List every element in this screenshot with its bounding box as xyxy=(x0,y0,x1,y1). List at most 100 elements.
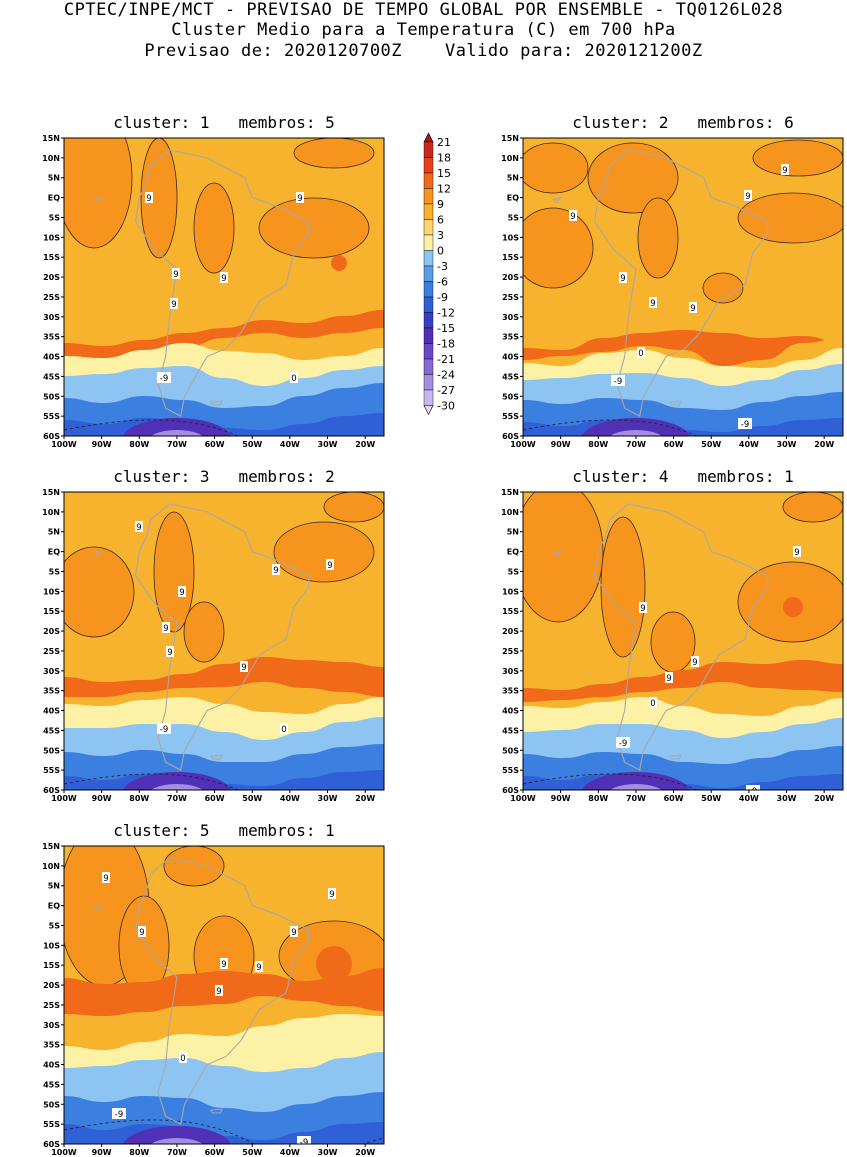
contour-label-bg xyxy=(637,347,645,358)
lat-tick-label: 20S xyxy=(502,273,519,282)
galapagos-outline xyxy=(92,196,103,204)
colorbar-level-label: -18 xyxy=(437,338,455,351)
lat-tick-label: 30S xyxy=(502,667,519,676)
contour-label-bg xyxy=(220,958,228,969)
contour-label: 9 xyxy=(291,928,296,938)
colorbar-swatch xyxy=(423,358,434,375)
temperature-field: 9 9 9 9 0 -9 -9 xyxy=(523,492,843,790)
lon-tick-label: 70W xyxy=(167,440,187,449)
lon-tick-label: 60W xyxy=(664,440,684,449)
lat-tick-label: 25S xyxy=(43,647,60,656)
contour-label-bg xyxy=(619,272,627,283)
lon-tick-label: 90W xyxy=(551,440,571,449)
cold-core-inner xyxy=(150,784,203,790)
contour-label-bg xyxy=(746,785,760,790)
lon-tick-label: 80W xyxy=(129,794,149,803)
map-panel-4: 9 9 9 9 0 -9 -9 15N 10N 5N EQ 5S 10S 15S 20S 25S 30S 35S 4… xyxy=(501,489,844,803)
cold-core-inner xyxy=(609,430,662,436)
contour-label: 9 xyxy=(103,874,108,884)
lat-tick-label: 10N xyxy=(501,154,519,163)
cold-core-inner xyxy=(609,784,662,790)
lat-tick-label: 15N xyxy=(501,489,519,497)
contour-label: 9 xyxy=(241,663,246,673)
panel-title-1: cluster: 1 membros: 5 xyxy=(113,113,335,132)
continent-outline xyxy=(593,149,769,417)
cold-core xyxy=(122,418,232,436)
lat-tick-label: 10N xyxy=(42,508,60,517)
lon-tick-label: 80W xyxy=(588,440,608,449)
lon-tick-label: 100W xyxy=(510,440,536,449)
lat-tick-label: 40S xyxy=(502,707,519,716)
contour-label: 9 xyxy=(640,604,645,614)
warm-cell-1 xyxy=(523,142,589,194)
lon-tick-label: 50W xyxy=(701,440,721,449)
warm-cell-2 xyxy=(153,511,195,633)
warm-cell-1 xyxy=(64,546,135,638)
warm-cell-3 xyxy=(587,142,679,214)
map-frame xyxy=(63,491,385,791)
lat-tick-label: 15S xyxy=(43,253,60,262)
contour-label: 9 xyxy=(327,561,332,571)
colorbar-level-label: 0 xyxy=(437,245,444,258)
contour-label-bg xyxy=(145,192,153,203)
figure-title-line3: Previsao de: 2020120700Z Valido para: 20… xyxy=(144,41,703,61)
lat-tick-label: 45S xyxy=(43,372,60,381)
map-panel-2: 9 9 9 9 9 9 0 -9 -9 15N 10N 5N EQ 5S 10S 15S 20S 25S 30S 35… xyxy=(501,135,844,449)
cold-core xyxy=(581,418,691,436)
lat-tick-label: 50S xyxy=(43,746,60,755)
contour-label: 0 xyxy=(180,1054,185,1064)
lat-tick-label: 15N xyxy=(42,489,60,497)
lat-tick-label: 40S xyxy=(43,1061,60,1070)
temperature-field: 9 9 9 9 9 0 -9 xyxy=(64,138,384,436)
colorbar-swatch xyxy=(423,203,434,220)
warm-cell-3 xyxy=(193,182,235,274)
contour-label-bg xyxy=(649,697,657,708)
lat-tick-label: 50S xyxy=(502,392,519,401)
contour-label-bg xyxy=(744,190,752,201)
lat-tick-label: EQ xyxy=(507,548,519,557)
lon-tick-label: 70W xyxy=(626,440,646,449)
lon-tick-label: 40W xyxy=(739,440,759,449)
temperature-field: 9 9 9 9 9 9 9 0 -9 -9 xyxy=(64,846,384,1144)
colorbar-swatch xyxy=(423,250,434,267)
warm-cell-5 xyxy=(323,492,384,523)
galapagos-outline xyxy=(551,550,562,558)
contour-label-bg xyxy=(691,656,699,667)
map-frame xyxy=(63,845,385,1145)
continent-outline xyxy=(134,149,310,417)
continent-outline xyxy=(593,503,769,771)
contour-label: 9 xyxy=(620,274,625,284)
contour-label-bg xyxy=(162,622,170,633)
lon-tick-label: 100W xyxy=(51,794,77,803)
map-panel-1: 9 9 9 9 9 0 -9 15N 10N 5N EQ 5S 10S 15S 20S 25S 30S 35S 40… xyxy=(42,135,385,449)
lat-tick-label: 25S xyxy=(502,293,519,302)
contour-label: -9 xyxy=(160,374,168,384)
colorbar-level-label: 15 xyxy=(437,167,451,180)
colorbar-swatch xyxy=(423,141,434,158)
colorbar-swatch xyxy=(423,234,434,251)
colorbar-level-label: -21 xyxy=(437,353,455,366)
lon-tick-label: 50W xyxy=(242,440,262,449)
lat-tick-label: 10S xyxy=(43,233,60,242)
cold-core-inner xyxy=(150,1138,203,1144)
map-panel-3: 9 9 9 9 9 9 9 0 -9 15N 10N 5N EQ 5S 10S 15S 20S 25S 30S 35S… xyxy=(42,489,385,803)
colorbar-swatch xyxy=(423,188,434,205)
contour-label-bg xyxy=(296,192,304,203)
colorbar-level-label: 21 xyxy=(437,136,451,149)
lat-tick-label: 45S xyxy=(43,1080,60,1089)
lat-tick-label: 5N xyxy=(48,528,60,537)
contour-label: 9 xyxy=(256,963,261,973)
lon-tick-label: 60W xyxy=(205,440,225,449)
lat-tick-label: 60S xyxy=(43,1140,60,1149)
lon-tick-label: 40W xyxy=(280,1148,300,1157)
panel-title-3: cluster: 3 membros: 2 xyxy=(113,467,335,486)
contour-label-bg xyxy=(689,302,697,313)
lon-tick-label: 80W xyxy=(129,1148,149,1157)
lat-tick-label: 55S xyxy=(43,412,60,421)
colorbar-swatch xyxy=(423,172,434,189)
lon-tick-label: 70W xyxy=(167,1148,187,1157)
contour-label: -9 xyxy=(160,725,168,735)
warm-cell-4 xyxy=(637,197,679,279)
contour-label: 0 xyxy=(291,374,296,384)
contour-label: 9 xyxy=(782,166,787,176)
